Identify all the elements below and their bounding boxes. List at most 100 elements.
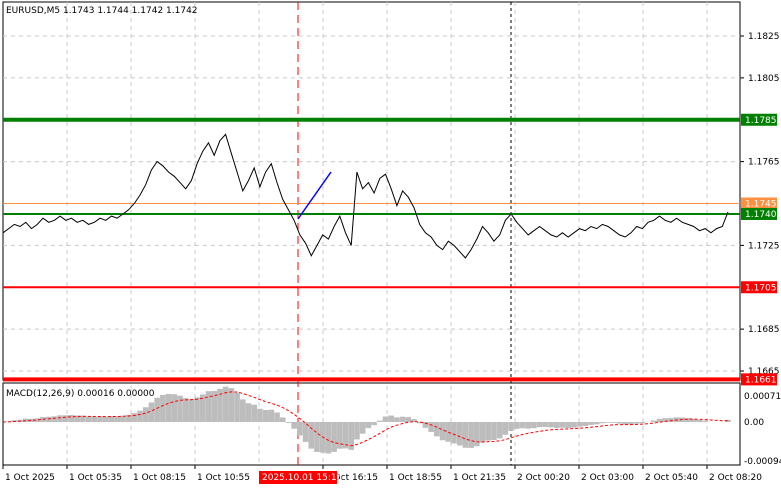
macd-bar xyxy=(405,417,412,422)
macd-bar xyxy=(108,416,115,422)
level-label-support-red-low: 1.1661 xyxy=(745,375,777,385)
macd-bar xyxy=(388,415,394,422)
macd-bar xyxy=(359,422,366,434)
main-chart-area[interactable] xyxy=(2,1,741,381)
macd-bar xyxy=(171,394,178,422)
macd-bar xyxy=(508,422,514,431)
macd-bar xyxy=(576,422,583,427)
price-tick-label: 1.1805 xyxy=(748,74,780,84)
macd-bar xyxy=(194,397,200,422)
time-highlight-label: 2025.10.01 15:15 xyxy=(262,473,342,483)
macd-bar xyxy=(702,420,708,422)
level-label-current-price: 1.1745 xyxy=(745,200,777,210)
level-label-support-green: 1.1740 xyxy=(745,210,777,220)
macd-bar xyxy=(416,422,423,424)
macd-bar xyxy=(308,422,315,449)
time-label: 1 Oct 16:15 xyxy=(325,473,378,483)
macd-bar xyxy=(154,397,160,422)
macd-bar xyxy=(285,422,292,423)
macd-bar xyxy=(205,391,212,422)
macd-bar xyxy=(148,402,155,422)
level-label-resistance-green-high: 1.1785 xyxy=(745,116,777,126)
level-label-bg xyxy=(741,373,777,386)
macd-bar xyxy=(382,416,389,422)
time-label: 2 Oct 03:00 xyxy=(581,473,634,483)
macd-bar xyxy=(114,416,120,422)
macd-bar xyxy=(696,419,703,422)
macd-bar xyxy=(622,422,629,425)
macd-bar xyxy=(354,422,360,440)
macd-signal-line xyxy=(2,391,729,447)
time-label: 1 Oct 2025 xyxy=(5,473,55,483)
macd-bar xyxy=(211,390,218,422)
macd-bar xyxy=(371,422,377,426)
macd-bar xyxy=(582,422,589,427)
horizontal-levels xyxy=(3,117,740,382)
macd-tick-label: -0.00094 xyxy=(744,457,781,467)
macd-bar xyxy=(662,418,669,422)
macd-bar xyxy=(399,416,406,422)
macd-bar xyxy=(668,418,674,422)
macd-bar xyxy=(639,422,646,424)
macd-bar xyxy=(131,413,138,422)
macd-bar xyxy=(337,422,343,449)
time-axis: 1 Oct 2025 1 Oct 05:35 1 Oct 08:15 1 Oct 10… xyxy=(2,465,762,484)
macd-bar xyxy=(165,394,172,422)
macd-bar xyxy=(314,422,320,453)
macd-bar xyxy=(365,422,372,429)
time-label: 2 Oct 00:20 xyxy=(517,473,570,483)
chart-title: EURUSD,M5 1.1743 1.1744 1.1742 1.1742 xyxy=(6,6,198,16)
macd-bar xyxy=(376,420,383,422)
macd-bar xyxy=(565,422,571,429)
macd-axis: 0.00071 0.00 -0.00094 xyxy=(744,392,781,467)
macd-bar xyxy=(245,403,252,422)
macd-bar xyxy=(102,416,109,422)
time-label: 1 Oct 05:35 xyxy=(69,473,122,483)
macd-bar xyxy=(291,422,297,429)
macd-bar xyxy=(531,422,537,429)
macd-bar xyxy=(656,418,663,422)
macd-bar xyxy=(542,422,549,427)
macd-tick-label: 0.00 xyxy=(744,418,764,428)
macd-bar xyxy=(468,422,474,448)
macd-bar xyxy=(548,422,554,428)
macd-bar xyxy=(74,415,81,422)
level-label-bg xyxy=(741,281,777,294)
macd-title: MACD(12,26,9) 0.00016 0.00000 xyxy=(6,389,155,399)
macd-bar xyxy=(222,386,229,422)
macd-bar xyxy=(525,422,531,429)
macd-bar xyxy=(588,422,594,425)
macd-bar xyxy=(142,407,149,422)
macd-bar xyxy=(428,422,434,432)
price-axis: 1.1825 1.1805 1.1765 1.1725 1.1685 1.1665 xyxy=(740,32,780,377)
time-grid xyxy=(66,2,708,465)
macd-bar xyxy=(422,422,429,428)
macd-bar xyxy=(251,404,257,422)
macd-bar xyxy=(496,422,503,439)
macd-bar xyxy=(28,418,35,422)
macd-tick-label: 0.00071 xyxy=(744,392,781,402)
macd-bar xyxy=(599,422,606,424)
macd-bar xyxy=(302,422,309,442)
price-tick-label: 1.1765 xyxy=(748,158,780,168)
macd-bar xyxy=(571,422,577,428)
macd-bar xyxy=(45,416,52,422)
macd-bar xyxy=(80,415,86,422)
macd-bar xyxy=(462,422,469,448)
macd-bar xyxy=(536,422,543,428)
macd-bar xyxy=(725,419,731,422)
macd-histogram xyxy=(5,386,731,454)
level-label-support-red: 1.1705 xyxy=(745,283,777,293)
macd-bar xyxy=(485,422,492,441)
macd-bar xyxy=(685,417,691,422)
macd-bar xyxy=(228,388,235,422)
trend-arrow xyxy=(297,171,332,220)
macd-bar xyxy=(62,415,69,422)
macd-bar xyxy=(519,422,526,429)
macd-bar xyxy=(633,422,640,424)
macd-bar xyxy=(274,412,280,422)
price-line xyxy=(2,133,729,259)
time-highlight-bg xyxy=(259,471,337,484)
